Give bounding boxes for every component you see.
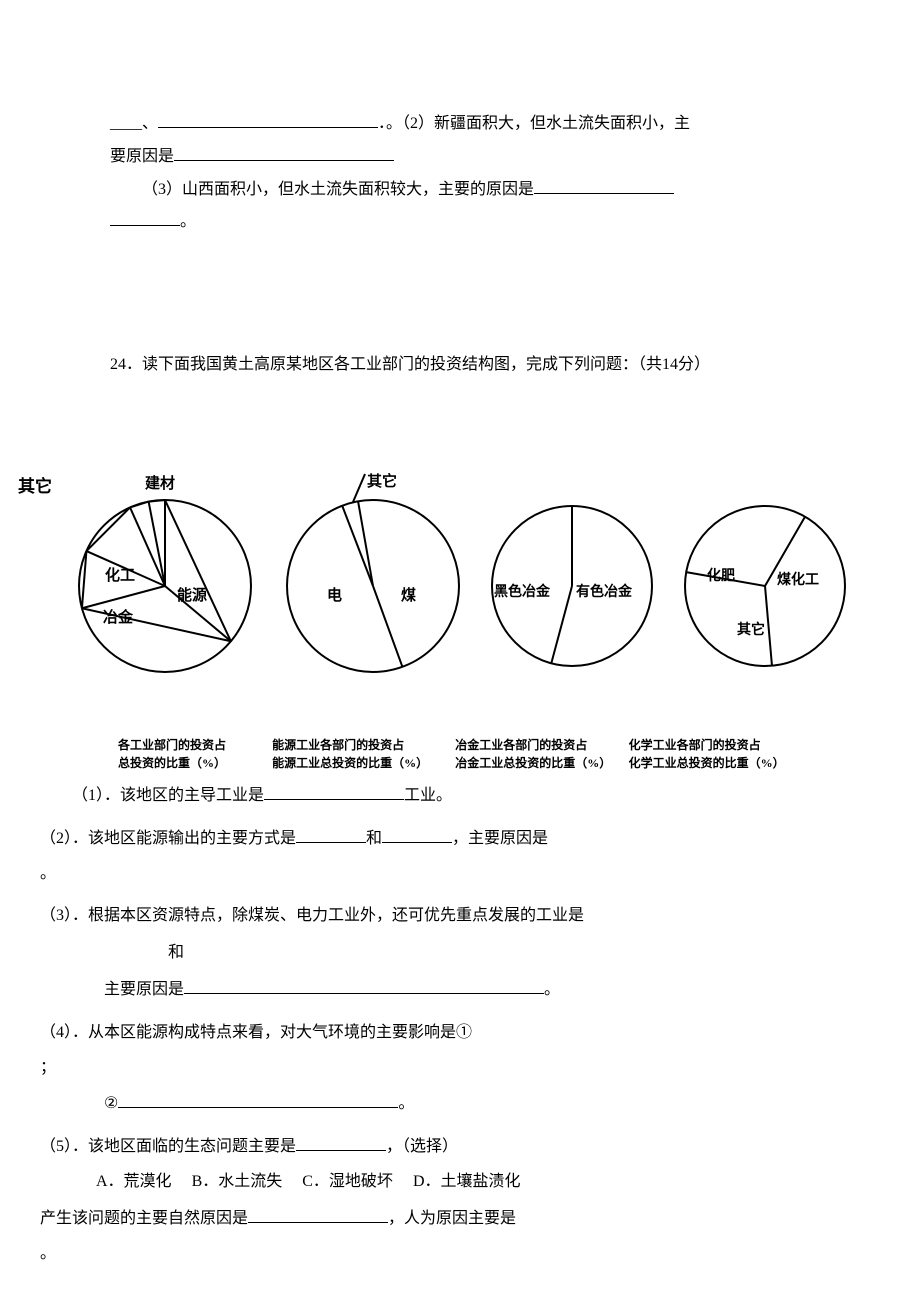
- top-fragment-block: ____、 ．。（2）新疆面积大，但水土流失面积小，主 要原因是 （3）山西面积小…: [0, 0, 920, 446]
- cap3-l2: 冶金工业总投资的比重（%）: [455, 754, 628, 772]
- pie-charts-row: 其它 建材 能源 冶金 化工: [60, 466, 860, 686]
- blank-field: [296, 825, 366, 843]
- line1-tail: ．。（2）新疆面积大，但水土流失面积小，主: [378, 115, 690, 132]
- q24-subquestions: （1）．该地区的主导工业是工业。 （2）．该地区能源输出的主要方式是和，主要原因…: [0, 782, 920, 1268]
- opt-c: C．湿地破坏: [302, 1173, 393, 1190]
- s4-text: （4）．从本区能源构成特点来看，对大气环境的主要影响是①: [40, 1024, 472, 1041]
- caption-3: 冶金工业各部门的投资占 冶金工业总投资的比重（%）: [455, 736, 628, 772]
- blank-field: [264, 782, 404, 800]
- line2-prefix: 要原因是: [110, 148, 174, 165]
- s2-suffix: ，主要原因是: [452, 830, 548, 847]
- s3-he-line: 和: [40, 939, 910, 968]
- pie1-metallurgy: 冶金: [103, 608, 134, 626]
- captions-row: 各工业部门的投资占 总投资的比重（%） 能源工业各部门的投资占 能源工业总投资的…: [60, 736, 860, 772]
- pie4-fertilizer: 化肥: [707, 567, 735, 584]
- s1-suffix: 工业。: [404, 787, 452, 804]
- top-line-1: ____、 ．。（2）新疆面积大，但水土流失面积小，主: [110, 110, 810, 139]
- s4-semicolon: ；: [40, 1054, 910, 1083]
- q24-s5: （5）．该地区面临的生态问题主要是 ，（选择）: [40, 1133, 910, 1162]
- blank-prefix: ____、: [110, 115, 158, 132]
- cap4-l1: 化学工业各部门的投资占: [629, 736, 802, 754]
- cap3-l1: 冶金工业各部门的投资占: [455, 736, 628, 754]
- s5-options: A．荒漠化 B．水土流失 C．湿地破坏 D．土壤盐渍化: [40, 1168, 910, 1197]
- cap2-l1: 能源工业各部门的投资占: [272, 736, 455, 754]
- pie-chart-1: 其它 建材 能源 冶金 化工: [60, 466, 270, 686]
- q24-s3: （3）．根据本区资源特点，除煤炭、电力工业外，还可优先重点发展的工业是: [40, 902, 910, 931]
- q24-s1: （1）．该地区的主导工业是 工业。: [40, 782, 910, 811]
- q24-intro-text: 读下面我国黄土高原某地区各工业部门的投资结构图，完成下列问题：（共14分）: [142, 356, 710, 373]
- s1-text: （1）．该地区的主导工业是: [72, 787, 264, 804]
- pie-svg-3: 有色冶金 黑色冶金: [477, 486, 667, 686]
- cap1-l2: 总投资的比重（%）: [118, 754, 272, 772]
- pie3-ferrous: 黑色冶金: [494, 583, 551, 600]
- opt-b: B．水土流失: [192, 1173, 283, 1190]
- line3-text: （3）山西面积小，但水土流失面积较大，主要的原因是: [142, 181, 534, 198]
- pie1-jiancai: 建材: [145, 474, 175, 492]
- s5-text: （5）．该地区面临的生态问题主要是: [40, 1138, 296, 1155]
- pie-svg-1: 建材 能源 冶金 化工: [65, 466, 265, 686]
- s3-text: （3）．根据本区资源特点，除煤炭、电力工业外，还可优先重点发展的工业是: [40, 907, 584, 924]
- cap2-l2: 能源工业总投资的比重（%）: [272, 754, 455, 772]
- pie2-elec: 电: [327, 586, 342, 604]
- pie4-other: 其它: [737, 621, 765, 638]
- s5-cause-line: 产生该问题的主要自然原因是 ，人为原因主要是: [40, 1205, 910, 1234]
- s4-line2: ②。: [40, 1090, 910, 1119]
- pie-chart-2: 其它 煤 电: [273, 466, 473, 686]
- s3-end: 。: [544, 981, 560, 998]
- opt-a: A．荒漠化: [96, 1173, 172, 1190]
- blank-field: [248, 1205, 388, 1223]
- s2-mid: 和: [366, 830, 382, 847]
- pie3-nonferrous: 有色冶金: [576, 583, 633, 600]
- pie-chart-3: 有色冶金 黑色冶金: [477, 486, 667, 686]
- q24-s4: （4）．从本区能源构成特点来看，对大气环境的主要影响是①: [40, 1019, 910, 1048]
- s3-he: 和: [168, 944, 184, 961]
- blank-field: [158, 110, 378, 128]
- pie1-chemical: 化工: [105, 566, 135, 584]
- blank-field: [382, 825, 452, 843]
- caption-4: 化学工业各部门的投资占 化学工业总投资的比重（%）: [629, 736, 802, 772]
- pie-svg-4: 煤化工 其它 化肥: [670, 486, 860, 686]
- blank-field: [110, 209, 180, 227]
- s3-reason-line: 主要原因是 。: [40, 976, 910, 1005]
- caption-1: 各工业部门的投资占 总投资的比重（%）: [118, 736, 272, 772]
- blank-field: [174, 143, 394, 161]
- pie1-energy: 能源: [177, 586, 207, 604]
- vertical-gap: [110, 241, 810, 351]
- pie4-coalchem: 煤化工: [777, 571, 819, 588]
- blank-field: [118, 1091, 398, 1109]
- pie-svg-2: 其它 煤 电: [273, 466, 473, 686]
- q24-intro: 24．读下面我国黄土高原某地区各工业部门的投资结构图，完成下列问题：（共14分）: [110, 351, 810, 380]
- pie2-other: 其它: [367, 472, 397, 490]
- s5-human: ，人为原因主要是: [388, 1210, 516, 1227]
- pie2-coal: 煤: [401, 587, 416, 604]
- pie1-other-label: 其它: [18, 472, 52, 503]
- line4-period: 。: [180, 213, 196, 230]
- s5-cause: 产生该问题的主要自然原因是: [40, 1210, 248, 1227]
- caption-2: 能源工业各部门的投资占 能源工业总投资的比重（%）: [272, 736, 455, 772]
- s2-period: 。: [40, 860, 910, 889]
- top-line-3: （3）山西面积小，但水土流失面积较大，主要的原因是: [110, 176, 810, 205]
- charts-section: 其它 建材 能源 冶金 化工: [0, 466, 920, 772]
- q24-s2: （2）．该地区能源输出的主要方式是 和 ，主要原因是: [40, 825, 910, 854]
- blank-field: [534, 176, 674, 194]
- s2-text: （2）．该地区能源输出的主要方式是: [40, 830, 296, 847]
- opt-d: D．土壤盐渍化: [413, 1173, 521, 1190]
- cap4-l2: 化学工业总投资的比重（%）: [629, 754, 802, 772]
- top-line-4: 。: [110, 208, 810, 237]
- s5-suffix: ，（选择）: [386, 1138, 458, 1155]
- top-line-2: 要原因是: [110, 143, 810, 172]
- q24-number: 24．: [110, 356, 142, 373]
- s5-period: 。: [40, 1240, 910, 1269]
- pie-chart-4: 煤化工 其它 化肥: [670, 486, 860, 686]
- blank-field: [296, 1134, 386, 1152]
- s4-2-end: 。: [398, 1095, 414, 1112]
- s4-2: ②: [104, 1095, 118, 1112]
- s3-reason: 主要原因是: [104, 981, 184, 998]
- cap1-l1: 各工业部门的投资占: [118, 736, 272, 754]
- blank-field: [184, 976, 544, 994]
